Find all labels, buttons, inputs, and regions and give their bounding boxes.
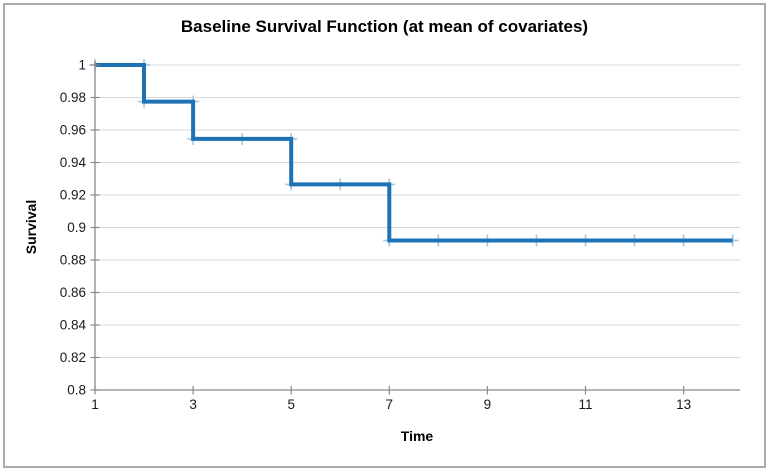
- data-point-markers-group: [89, 59, 739, 247]
- x-tick-labels-group: 1 3 5 7 9 11 13: [91, 397, 691, 412]
- y-tick-label: 0.96: [60, 123, 86, 138]
- y-tick-labels-group: 1 0.98 0.96 0.94 0.92 0.9 0.88 0.86 0.84 0.82 0.8: [60, 58, 87, 398]
- y-tick-label: 0.8: [67, 383, 86, 398]
- x-tick-label: 3: [189, 397, 197, 412]
- gridlines-group: [95, 64, 740, 358]
- survival-step-line: [95, 63, 733, 243]
- x-tick-label: 11: [578, 397, 592, 412]
- x-tick-label: 13: [676, 397, 691, 412]
- y-tick-label: 1: [78, 58, 86, 73]
- y-tick-label: 0.82: [60, 350, 86, 365]
- y-tick-label: 0.94: [60, 155, 87, 170]
- y-tick-label: 0.86: [60, 285, 86, 300]
- y-tick-label: 0.92: [60, 188, 86, 203]
- x-tick-label: 7: [386, 397, 394, 412]
- y-tick-label: 0.9: [67, 220, 86, 235]
- y-axis-title: Survival: [23, 199, 39, 255]
- x-axis-title: Time: [400, 428, 434, 444]
- x-tick-label: 1: [91, 397, 99, 412]
- x-tick-label: 9: [484, 397, 492, 412]
- axes-group: [94, 61, 740, 391]
- y-tick-label: 0.84: [60, 318, 87, 333]
- x-tick-label: 5: [287, 397, 295, 412]
- chart-title: Baseline Survival Function (at mean of c…: [180, 17, 589, 36]
- y-tick-label: 0.98: [60, 90, 86, 105]
- tick-marks-group: [90, 64, 685, 395]
- y-tick-label: 0.88: [60, 253, 86, 268]
